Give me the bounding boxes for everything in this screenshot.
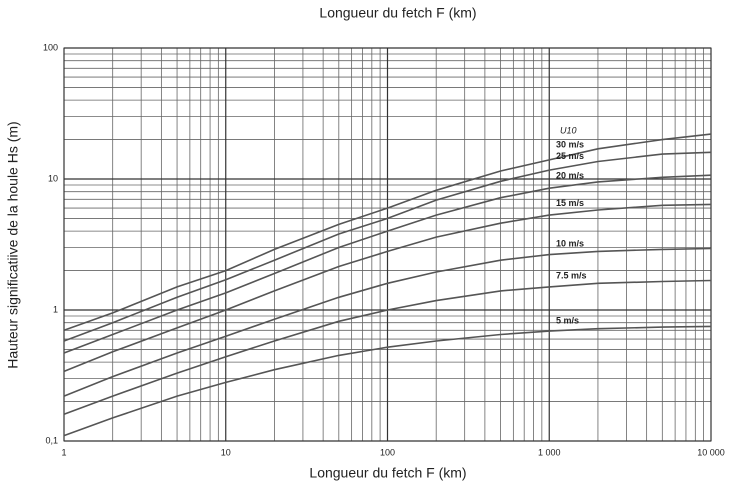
series-label: 30 m/s — [556, 140, 584, 150]
legend-title: U10 — [560, 125, 577, 135]
x-tick-label: 100 — [380, 447, 395, 457]
plot-frame — [63, 47, 712, 442]
x-axis-label: Longueur du fetch F (km) — [309, 465, 466, 481]
y-tick-label: 100 — [43, 42, 58, 52]
series-line — [63, 247, 712, 397]
series-line — [63, 174, 712, 354]
series-line — [63, 325, 712, 437]
series-label: 7.5 m/s — [556, 270, 587, 280]
series-label: 15 m/s — [556, 198, 584, 208]
series-label: 25 m/s — [556, 151, 584, 161]
y-tick-label: 10 — [48, 173, 58, 183]
x-tick-label: 1 — [61, 447, 66, 457]
chart-title: Longueur du fetch F (km) — [319, 5, 476, 21]
series-label: 20 m/s — [556, 170, 584, 180]
series-line — [63, 279, 712, 416]
series-line — [63, 203, 712, 373]
y-tick-label: 1 — [53, 304, 58, 314]
x-tick-label: 1 000 — [538, 447, 561, 457]
series-line — [63, 151, 712, 342]
y-tick-label: 0,1 — [45, 435, 58, 445]
x-tick-label: 10 000 — [697, 447, 725, 457]
series-label: 10 m/s — [556, 238, 584, 248]
x-tick-label: 10 — [221, 447, 231, 457]
y-axis-label: Hauteur significatiive de la houle Hs (m… — [5, 121, 21, 368]
series-label: 5 m/s — [556, 315, 579, 325]
series-line — [63, 133, 712, 332]
